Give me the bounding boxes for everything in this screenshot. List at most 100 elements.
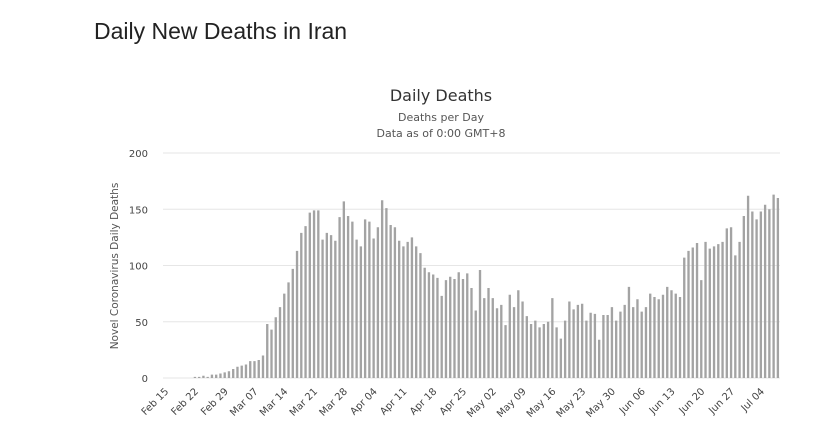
bar	[436, 277, 439, 378]
bar	[768, 209, 771, 378]
bar	[453, 279, 456, 378]
bar	[240, 365, 243, 378]
bar	[602, 315, 605, 378]
bar	[640, 311, 643, 378]
bar	[759, 211, 763, 378]
bar	[529, 324, 533, 378]
bar	[580, 303, 584, 378]
bar	[495, 308, 499, 378]
bar	[363, 219, 367, 378]
bar	[215, 374, 218, 378]
bar	[478, 270, 482, 378]
bar	[406, 241, 409, 378]
bar	[555, 327, 558, 378]
bar	[257, 360, 260, 378]
bar	[304, 226, 307, 378]
bar	[210, 374, 214, 378]
bar	[385, 208, 388, 378]
bar	[585, 320, 588, 378]
x-tick-label: Feb 22	[169, 386, 201, 418]
y-tick-label: 50	[135, 318, 148, 329]
bar	[670, 290, 673, 378]
bar	[512, 307, 516, 378]
chart-subtitle-date: Data as of 0:00 GMT+8	[377, 127, 506, 140]
bar	[461, 279, 465, 378]
bar	[772, 194, 775, 378]
bar	[517, 290, 520, 378]
bar	[193, 376, 197, 378]
bar	[487, 288, 490, 378]
bar	[597, 339, 601, 378]
bar	[415, 246, 418, 378]
bar	[704, 241, 707, 378]
bar	[742, 216, 746, 378]
bar	[683, 257, 686, 378]
x-tick-label: Feb 29	[199, 386, 231, 418]
bar	[355, 239, 358, 378]
x-tick-label: Apr 18	[408, 386, 439, 417]
bar	[470, 288, 473, 378]
bar	[534, 320, 537, 378]
bar	[223, 372, 226, 378]
bar	[325, 232, 328, 378]
x-tick-label: May 30	[584, 386, 618, 420]
bar	[266, 324, 269, 378]
bar	[691, 247, 694, 378]
bar	[525, 316, 528, 378]
bar	[712, 246, 716, 378]
bar	[734, 255, 737, 378]
bar	[542, 324, 546, 378]
bar	[776, 198, 780, 378]
bar	[232, 369, 235, 378]
bar	[291, 268, 294, 378]
bar	[427, 272, 431, 378]
bar	[576, 304, 580, 378]
bar	[568, 301, 571, 378]
bar	[708, 248, 711, 378]
bar	[589, 312, 592, 378]
bar	[317, 210, 320, 378]
bar	[593, 313, 597, 378]
bar	[508, 294, 511, 378]
y-axis-ticks: 0 50 100 150 200	[129, 149, 148, 385]
bar	[227, 371, 231, 378]
bar	[449, 276, 452, 378]
bar	[197, 376, 201, 378]
bar	[751, 211, 754, 378]
bar	[721, 241, 724, 378]
bar	[283, 293, 286, 378]
x-tick-label: Jul 04	[739, 386, 767, 414]
x-tick-label: Mar 07	[228, 386, 260, 418]
bar	[763, 204, 767, 378]
bar	[380, 200, 384, 378]
bar	[376, 227, 380, 378]
bar	[657, 299, 660, 378]
y-axis-title: Novel Coronavirus Daily Deaths	[109, 183, 121, 350]
bar	[321, 239, 324, 378]
bar	[738, 241, 741, 378]
bar	[661, 294, 665, 378]
bar	[432, 274, 435, 378]
bar	[466, 273, 469, 378]
bar	[389, 225, 392, 378]
x-tick-label: Apr 04	[348, 386, 379, 417]
bar	[729, 227, 733, 378]
bar	[687, 250, 690, 378]
bar	[295, 250, 299, 378]
bar	[649, 293, 652, 378]
bar	[219, 373, 222, 378]
bar	[372, 238, 375, 378]
bar	[457, 272, 460, 378]
bar	[278, 307, 282, 378]
bar	[253, 361, 256, 378]
bar	[410, 237, 414, 378]
bar	[538, 327, 541, 378]
chart-title: Daily Deaths	[390, 86, 492, 105]
bar	[351, 221, 354, 378]
bar	[695, 243, 699, 378]
bar	[572, 309, 575, 378]
bar	[546, 321, 550, 378]
bar	[551, 298, 554, 378]
x-tick-label: Jun 20	[677, 386, 708, 417]
bar	[491, 298, 494, 378]
